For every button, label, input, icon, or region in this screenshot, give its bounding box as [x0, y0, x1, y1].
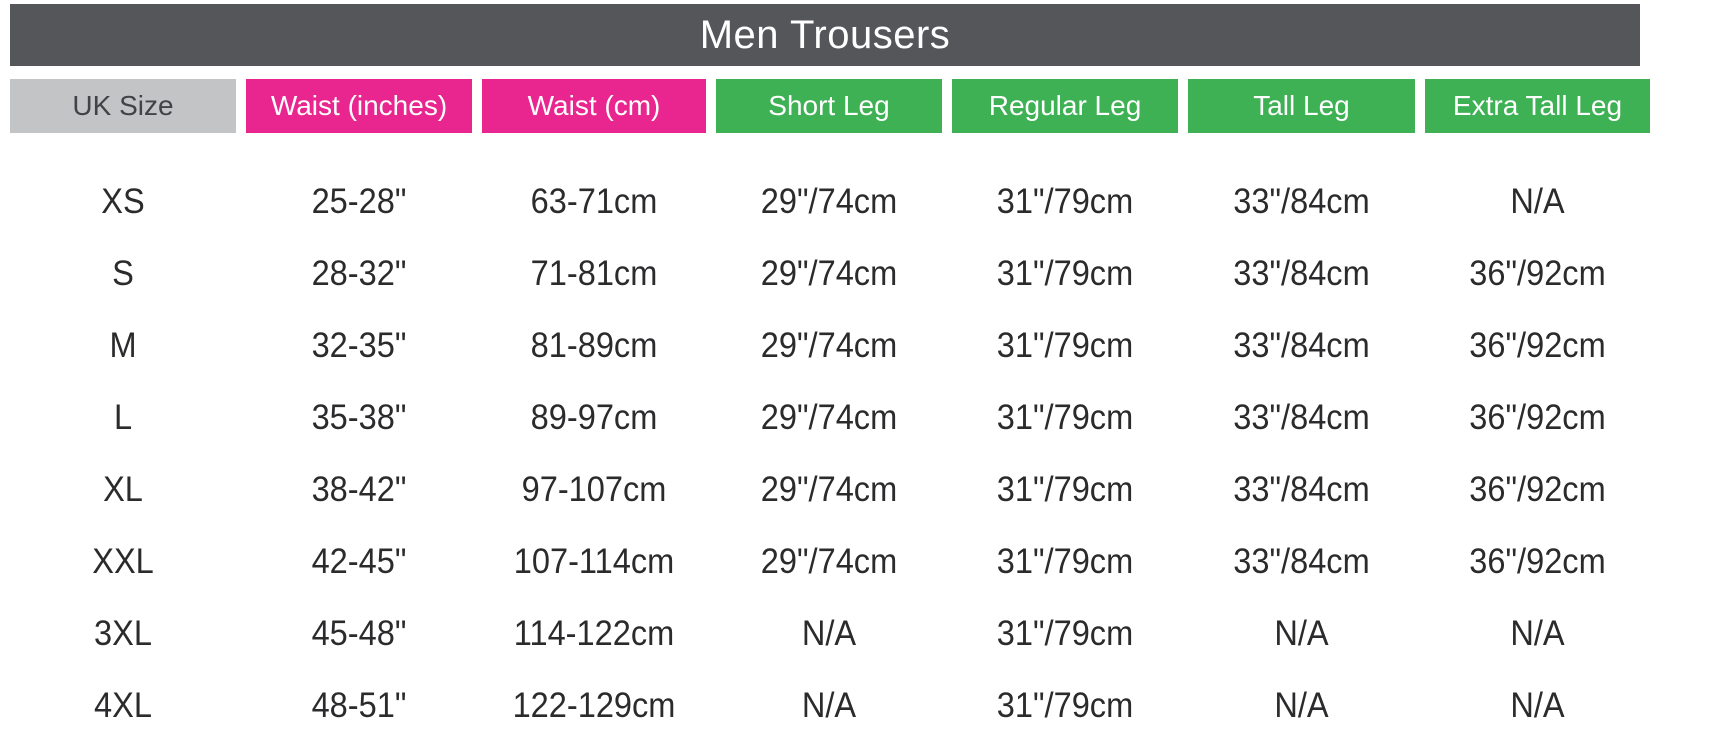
measurement-cell: 31"/79cm: [996, 398, 1134, 437]
table-row-m: M 32-35" 81-89cm 29"/74cm 31"/79cm 33"/84cm 36…: [10, 310, 1650, 382]
table-header-row: UK Size Waist (inches) Waist (cm) Short Leg…: [10, 79, 1650, 133]
column-header-waist-inches: Waist (inches): [246, 79, 472, 133]
measurement-cell: 36"/92cm: [1469, 398, 1606, 437]
uk-size-cell: XL: [103, 470, 143, 509]
uk-size-cell: 3XL: [94, 614, 152, 653]
table-row-3xl: 3XL 45-48" 114-122cm N/A 31"/79cm N/A N/A: [10, 598, 1650, 670]
measurement-cell: 31"/79cm: [996, 326, 1134, 365]
measurement-cell: 36"/92cm: [1469, 470, 1606, 509]
uk-size-cell: M: [109, 326, 137, 365]
table-row-xs: XS 25-28" 63-71cm 29"/74cm 31"/79cm 33"/84cm N…: [10, 166, 1650, 238]
uk-size-cell: XS: [101, 182, 145, 221]
table-row-xxl: XXL 42-45" 107-114cm 29"/74cm 31"/79cm 33"/84…: [10, 526, 1650, 598]
measurement-cell: 107-114cm: [513, 542, 675, 581]
measurement-cell: 29"/74cm: [760, 326, 898, 365]
measurement-cell: N/A: [1274, 614, 1329, 653]
measurement-cell: 42-45": [311, 542, 407, 581]
measurement-cell: 35-38": [311, 398, 407, 437]
measurement-cell: 97-107cm: [521, 470, 667, 509]
uk-size-cell: L: [113, 398, 133, 437]
measurement-cell: 31"/79cm: [996, 470, 1134, 509]
measurement-cell: N/A: [1274, 686, 1329, 725]
measurement-cell: 48-51": [311, 686, 407, 725]
measurement-cell: 89-97cm: [530, 398, 658, 437]
measurement-cell: 31"/79cm: [996, 686, 1134, 725]
measurement-cell: 32-35": [311, 326, 407, 365]
measurement-cell: 33"/84cm: [1233, 470, 1370, 509]
measurement-cell: 29"/74cm: [760, 470, 898, 509]
measurement-cell: N/A: [801, 614, 857, 653]
measurement-cell: 31"/79cm: [996, 254, 1134, 293]
column-header-short-leg: Short Leg: [716, 79, 942, 133]
table-row-4xl: 4XL 48-51" 122-129cm N/A 31"/79cm N/A N/A: [10, 670, 1650, 742]
measurement-cell: N/A: [1510, 182, 1565, 221]
measurement-cell: 25-28": [311, 182, 407, 221]
measurement-cell: N/A: [801, 686, 857, 725]
table-row-xl: XL 38-42" 97-107cm 29"/74cm 31"/79cm 33"/84cm…: [10, 454, 1650, 526]
chart-title: Men Trousers: [699, 12, 951, 57]
measurement-cell: 28-32": [311, 254, 407, 293]
measurement-cell: 33"/84cm: [1233, 542, 1370, 581]
measurement-cell: 38-42": [311, 470, 407, 509]
uk-size-cell: S: [112, 254, 134, 293]
measurement-cell: 36"/92cm: [1469, 326, 1606, 365]
column-header-tall-leg: Tall Leg: [1188, 79, 1415, 133]
measurement-cell: 33"/84cm: [1233, 254, 1370, 293]
column-header-waist-cm: Waist (cm): [482, 79, 706, 133]
title-bar: Men Trousers: [10, 4, 1640, 66]
measurement-cell: 29"/74cm: [760, 398, 898, 437]
measurement-cell: 71-81cm: [530, 254, 658, 293]
measurement-cell: 29"/74cm: [760, 182, 898, 221]
measurement-cell: 31"/79cm: [996, 614, 1134, 653]
column-header-uk-size: UK Size: [10, 79, 236, 133]
measurement-cell: 31"/79cm: [996, 182, 1134, 221]
measurement-cell: 81-89cm: [530, 326, 658, 365]
measurement-cell: 63-71cm: [530, 182, 658, 221]
measurement-cell: 122-129cm: [512, 686, 676, 725]
measurement-cell: 45-48": [311, 614, 407, 653]
measurement-cell: 33"/84cm: [1233, 326, 1370, 365]
measurement-cell: N/A: [1510, 686, 1565, 725]
measurement-cell: 114-122cm: [513, 614, 675, 653]
column-header-regular-leg: Regular Leg: [952, 79, 1178, 133]
measurement-cell: 29"/74cm: [760, 542, 898, 581]
measurement-cell: 29"/74cm: [760, 254, 898, 293]
measurement-cell: 36"/92cm: [1469, 542, 1606, 581]
column-header-extra-tall-leg: Extra Tall Leg: [1425, 79, 1650, 133]
table-row-l: L 35-38" 89-97cm 29"/74cm 31"/79cm 33"/84cm 36…: [10, 382, 1650, 454]
measurement-cell: N/A: [1510, 614, 1565, 653]
uk-size-cell: 4XL: [94, 686, 152, 725]
measurement-cell: 31"/79cm: [996, 542, 1134, 581]
measurement-cell: 33"/84cm: [1233, 182, 1370, 221]
table-row-s: S 28-32" 71-81cm 29"/74cm 31"/79cm 33"/84cm 36…: [10, 238, 1650, 310]
uk-size-cell: XXL: [92, 542, 154, 581]
measurement-cell: 36"/92cm: [1469, 254, 1606, 293]
measurement-cell: 33"/84cm: [1233, 398, 1370, 437]
table-body: XS 25-28" 63-71cm 29"/74cm 31"/79cm 33"/84cm N…: [10, 166, 1650, 742]
